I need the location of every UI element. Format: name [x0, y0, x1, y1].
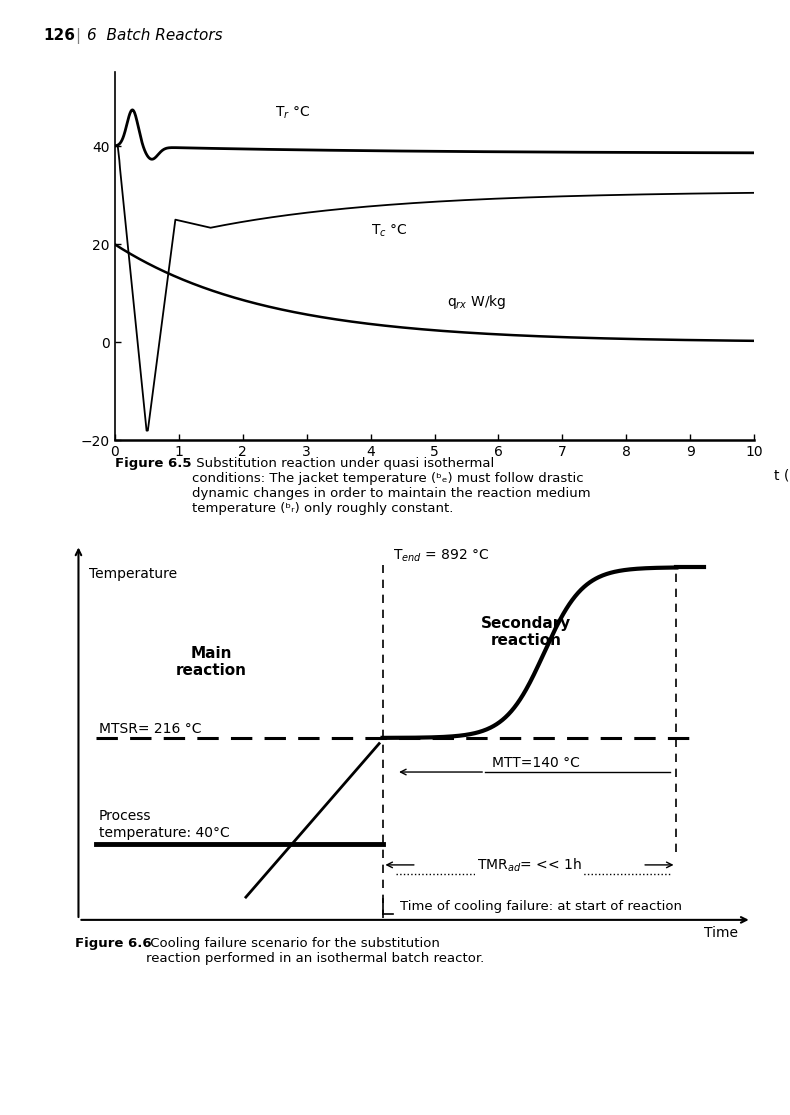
Text: Cooling failure scenario for the substitution
reaction performed in an isotherma: Cooling failure scenario for the substit… — [146, 937, 484, 964]
Text: t (h): t (h) — [773, 468, 790, 483]
Text: |: | — [75, 28, 80, 43]
Text: T$_c$ °C: T$_c$ °C — [371, 222, 407, 239]
Text: MTSR= 216 °C: MTSR= 216 °C — [99, 723, 201, 736]
Text: T$_r$ °C: T$_r$ °C — [275, 105, 310, 122]
Text: Process
temperature: 40°C: Process temperature: 40°C — [99, 809, 230, 840]
Text: Main
reaction: Main reaction — [176, 646, 247, 678]
Text: 6  Batch Reactors: 6 Batch Reactors — [87, 28, 223, 42]
Text: Time: Time — [704, 925, 738, 940]
Text: Time of cooling failure: at start of reaction: Time of cooling failure: at start of rea… — [400, 900, 682, 913]
Text: q$_{rx}$ W/kg: q$_{rx}$ W/kg — [447, 292, 507, 310]
Text: Substitution reaction under quasi isothermal
conditions: The jacket temperature : Substitution reaction under quasi isothe… — [192, 457, 591, 515]
Text: Secondary
reaction: Secondary reaction — [481, 615, 571, 648]
Text: Figure 6.6: Figure 6.6 — [75, 937, 152, 950]
Text: Figure 6.5: Figure 6.5 — [115, 457, 191, 471]
Text: 126: 126 — [43, 28, 76, 42]
Text: T$_{end}$ = 892 °C: T$_{end}$ = 892 °C — [393, 547, 489, 564]
Text: Temperature: Temperature — [88, 568, 177, 581]
Text: TMR$_{ad}$= << 1h: TMR$_{ad}$= << 1h — [477, 856, 582, 874]
Text: MTT=140 °C: MTT=140 °C — [492, 756, 580, 770]
